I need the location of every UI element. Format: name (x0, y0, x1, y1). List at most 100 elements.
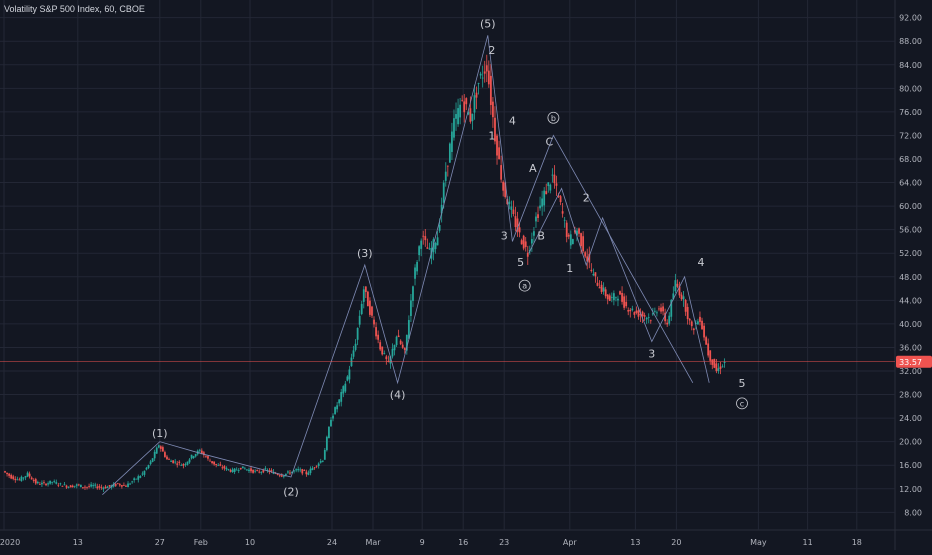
candle-body (258, 471, 261, 473)
candle-body (610, 297, 613, 298)
candle-body (289, 472, 291, 474)
y-tick-label: 64.00 (899, 179, 922, 188)
candle-body (520, 240, 523, 245)
candle-body (143, 470, 146, 475)
candle-body (18, 479, 21, 481)
candle-body (223, 466, 226, 469)
candle-body (375, 327, 377, 337)
candle-body (598, 287, 601, 289)
candle-body (463, 101, 466, 113)
candle-body (694, 323, 697, 325)
x-tick-label: 23 (499, 538, 509, 547)
candle-body (116, 483, 119, 485)
candle-body (606, 294, 609, 300)
candle-body (200, 450, 203, 454)
candle-body (284, 473, 287, 476)
y-tick-label: 32.00 (899, 367, 922, 376)
candle-body (348, 369, 351, 380)
candle-body (559, 196, 562, 203)
candle-body (65, 485, 68, 488)
candle-body (399, 340, 402, 345)
candle-body (668, 315, 671, 324)
candle-body (325, 436, 328, 451)
candle-body (457, 108, 459, 125)
candle-body (701, 320, 703, 330)
candle-body (643, 315, 646, 317)
candle-body (633, 312, 636, 315)
candle-body (377, 334, 380, 340)
candle-body (323, 449, 326, 460)
wave-circle-label: b (551, 114, 556, 123)
candle-body (108, 485, 111, 487)
chart-title: Volatility S&P 500 Index, 60, CBOE (4, 4, 145, 14)
candle-body (317, 463, 320, 466)
y-tick-label: 16.00 (899, 461, 922, 470)
candle-body (631, 308, 634, 310)
candle-body (170, 460, 172, 462)
y-tick-label: 72.00 (899, 131, 922, 140)
x-tick-label: 18 (852, 538, 862, 547)
candle-body (547, 182, 550, 187)
candle-body (239, 467, 242, 470)
candle-body (55, 482, 58, 484)
candle-body (71, 485, 74, 488)
candle-body (504, 182, 507, 198)
candle-body (498, 147, 500, 160)
candle-body (461, 99, 464, 101)
candle-body (47, 483, 49, 485)
candle-body (280, 475, 283, 477)
candle-body (328, 426, 330, 439)
candle-body (299, 469, 302, 471)
x-tick-label: Feb (194, 538, 208, 547)
candle-body (364, 286, 367, 293)
y-tick-label: 40.00 (899, 320, 922, 329)
candle-body (481, 77, 484, 79)
candle-body (514, 216, 517, 228)
candle-body (137, 476, 140, 480)
candle-body (588, 254, 591, 263)
candle-body (229, 470, 232, 472)
candle-body (656, 312, 658, 314)
candle-body (69, 485, 72, 488)
candle-body (301, 469, 304, 474)
candle-body (198, 449, 201, 451)
candle-body (453, 118, 455, 138)
candle-body (557, 195, 560, 197)
candle-body (664, 312, 667, 322)
candle-body (235, 469, 238, 471)
candle-body (469, 108, 472, 122)
last-price-label: 33.57 (899, 358, 922, 367)
candle-body (434, 243, 437, 250)
candle-body (653, 310, 656, 312)
candle-body (250, 468, 252, 472)
x-tick-label: May (750, 538, 767, 547)
candle-body (684, 299, 687, 312)
wave-label: 5 (517, 256, 524, 269)
candle-body (182, 464, 185, 466)
candle-body (369, 300, 371, 315)
y-tick-label: 80.00 (899, 84, 922, 93)
y-tick-label: 52.00 (899, 249, 922, 258)
wave-label: (3) (357, 247, 373, 260)
candle-body (405, 334, 408, 351)
candle-body (516, 218, 519, 232)
candle-body (157, 445, 160, 448)
candle-body (217, 465, 220, 467)
candle-body (379, 342, 382, 350)
candle-body (524, 241, 527, 248)
candle-body (358, 315, 361, 325)
candle-body (176, 463, 179, 465)
candle-body (127, 483, 129, 488)
candle-body (61, 485, 64, 487)
candle-body (123, 485, 125, 486)
candle-body (106, 486, 109, 489)
x-tick-label: 27 (155, 538, 165, 547)
candle-body (448, 143, 451, 163)
y-tick-label: 68.00 (899, 155, 922, 164)
candle-body (225, 467, 228, 470)
y-tick-label: 20.00 (899, 438, 922, 447)
wave-label: 2 (583, 191, 590, 204)
candle-body (180, 465, 183, 466)
